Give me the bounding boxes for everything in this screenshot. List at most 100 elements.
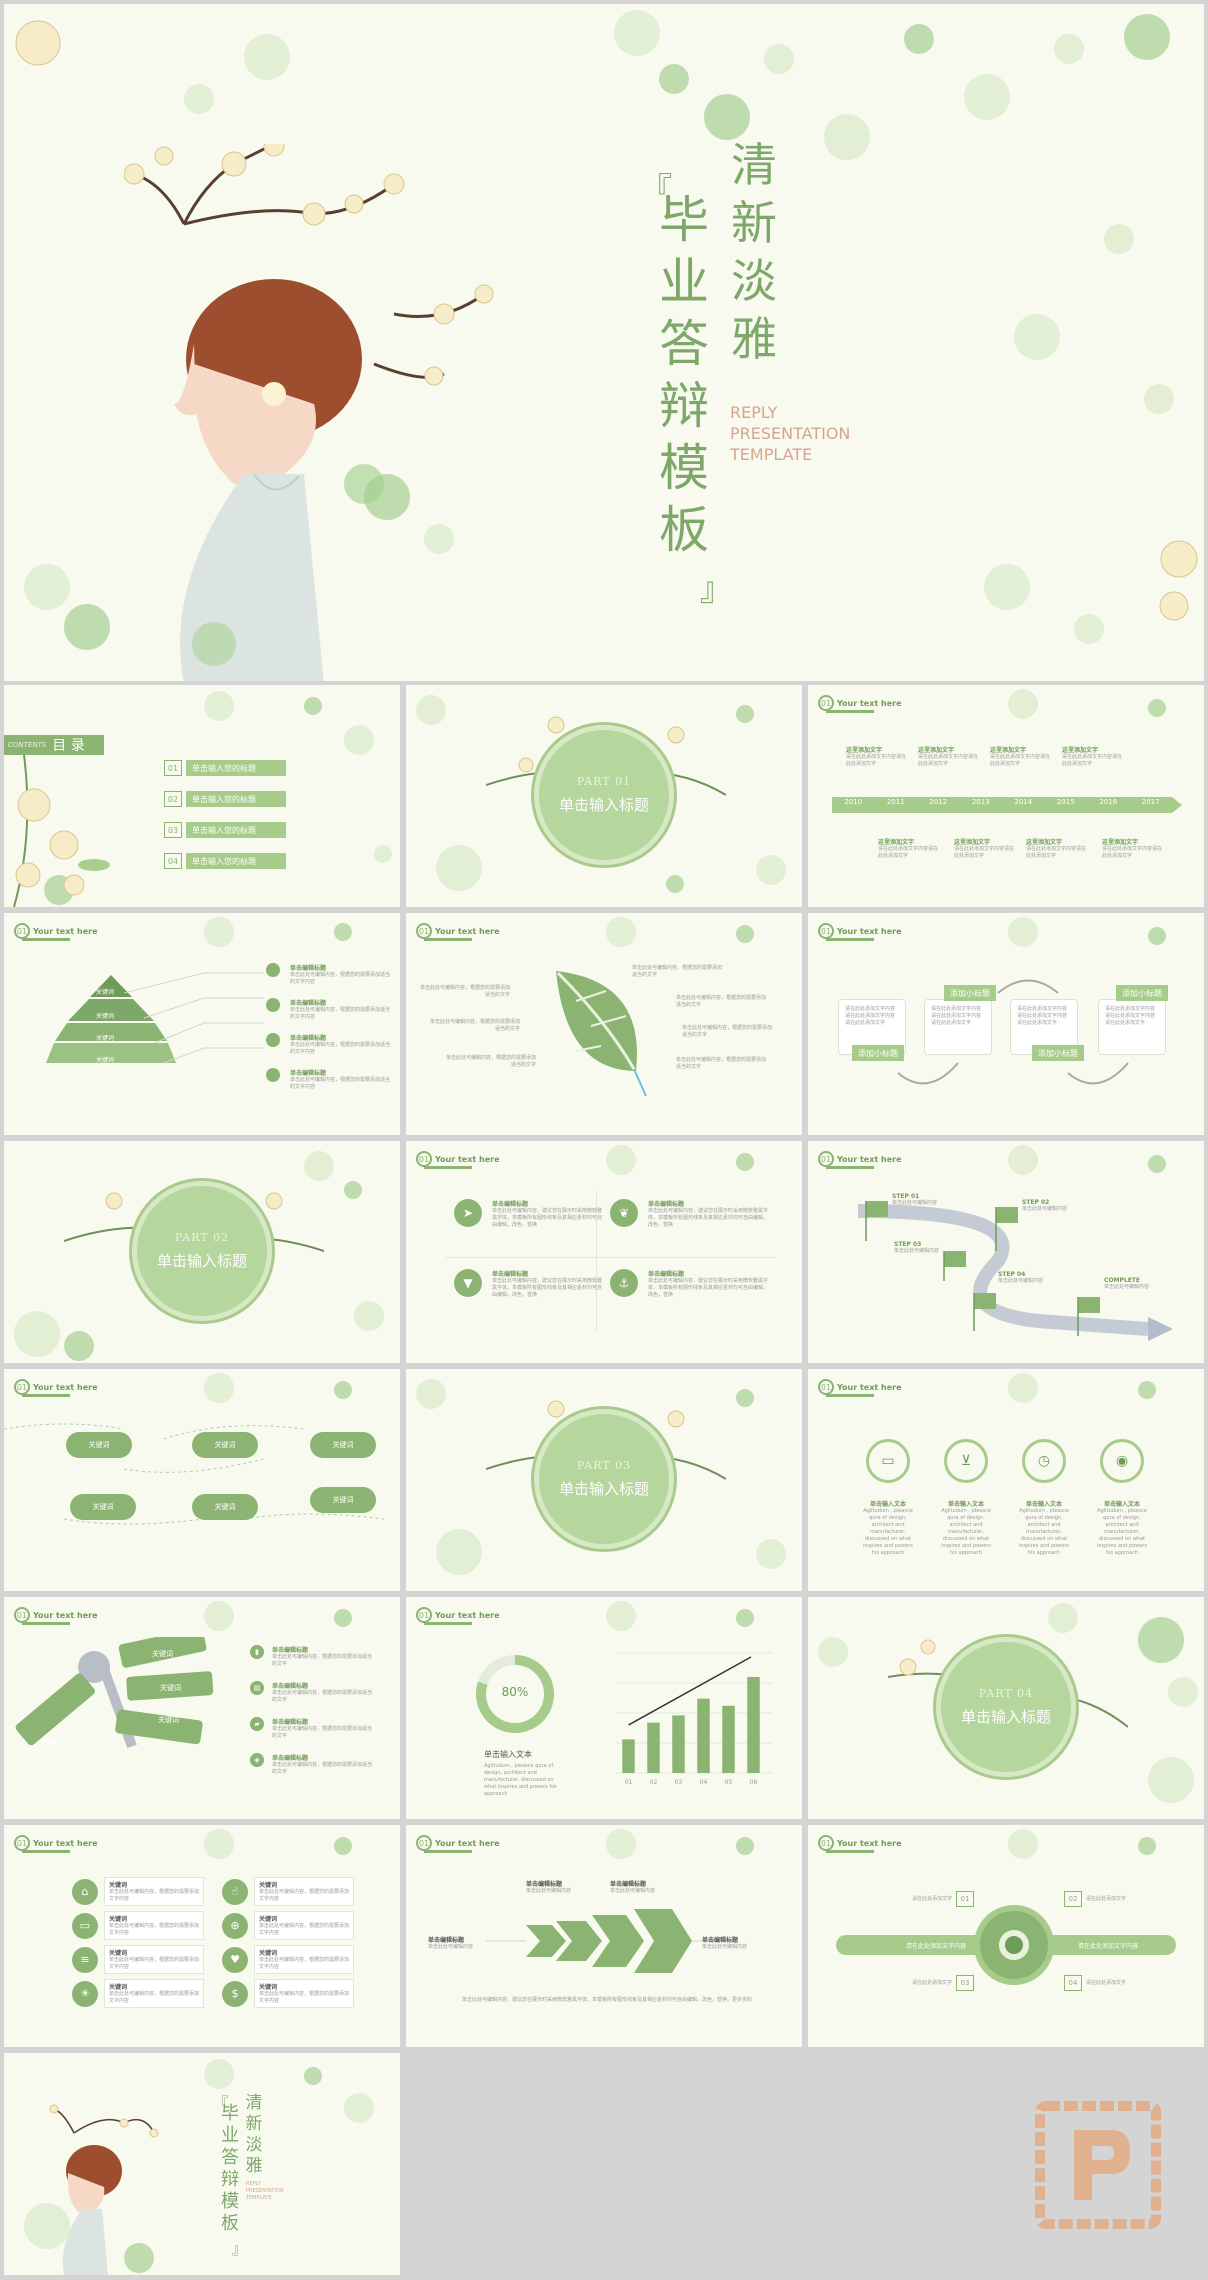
year-label: 2016 <box>1099 798 1118 806</box>
flow-box: 请在此处添加文字内容请在此处添加文字内容请在此处添加文字 <box>924 999 992 1055</box>
toc-item[interactable]: 02 单击输入您的标题 <box>164 791 286 807</box>
year-label: 2010 <box>844 798 863 806</box>
bar <box>747 1677 760 1773</box>
timeline-note: 这里添加文字 请在此处添加文字内容请在此处添加文字 <box>846 747 907 767</box>
part-title[interactable]: 单击输入标题 <box>558 1480 649 1498</box>
step-label: STEP 03 单击此处可编辑内容 <box>894 1241 940 1254</box>
english-line: TEMPLATE <box>730 445 813 464</box>
arrows-slide[interactable]: 01 Your text here 单击编辑标题 单击此处可编辑内容 单击编辑标题单… <box>406 1825 802 2047</box>
iconlist-item: $ 关键词 单击此处可编辑内容，根据您的需要添加文字内容 <box>222 1979 354 2008</box>
year-label: 2015 <box>1056 798 1075 806</box>
cloud-keyword: 关键词 <box>310 1432 376 1458</box>
slide-header: 01 Your text here <box>416 1151 500 1169</box>
toc-item[interactable]: 01 单击输入您的标题 <box>164 760 286 776</box>
part-title[interactable]: 单击输入标题 <box>156 1252 247 1270</box>
english-line: REPLY <box>730 403 778 422</box>
iconlist-slide[interactable]: 01 Your text here ⌂ 关键词 单击此处可编辑内容，根据您的需要添加… <box>4 1825 400 2047</box>
end-title: 毕 业 答 辩 模 板 <box>221 2103 239 2234</box>
x-tick-label: 06 <box>750 1779 758 1786</box>
pyramid-item: 单击编辑标题 单击此处可编辑内容，根据您的需要添加适当的文字内容 <box>266 1068 390 1091</box>
keys-slide[interactable]: 01 Your text here 关键词 关键词 关键词 关键词 ▮ 单击编辑标… <box>4 1597 400 1819</box>
dashed-flight-paths <box>4 1423 385 1525</box>
leaf-note: 单击此处可编辑内容，根据您的需要添加适当的文字 <box>446 1055 537 1068</box>
hub-bar-left: 请在此处添加文字内容 <box>906 1943 967 1950</box>
cover-main-title: 毕 业 答 辩 模 板 <box>654 189 714 561</box>
quad-item: ⚓ 单击编辑标题 单击此处可编辑内容，建议您在展示时采用微软雅黑字体，本模板所有图… <box>610 1269 768 1299</box>
part02-slide[interactable]: PART 02 单击输入标题 <box>4 1141 400 1363</box>
slide-header: 01 Your text here <box>416 1835 500 1853</box>
toc-side-word: CONTENTS <box>8 741 47 749</box>
stats-icon: ≡ <box>72 1946 98 1973</box>
toc-item-num: 03 <box>164 822 182 838</box>
timeline-slide[interactable]: 01 Your text here 2010 2011 2012 2013 201… <box>808 685 1204 907</box>
cloud-keyword: 关键词 <box>310 1487 376 1513</box>
iconlist-item: ♥ 关键词 单击此处可编辑内容，根据您的需要添加文字内容 <box>222 1945 354 1974</box>
quad-slide[interactable]: 01 Your text here ➤ 单击编辑标题 单击此处可编辑内容，建议您在展… <box>406 1141 802 1363</box>
part-number: PART 02 <box>174 1231 230 1244</box>
cloud-keyword: 关键词 <box>66 1432 132 1458</box>
cover-subtitle-char: 淡 <box>731 254 777 308</box>
donut-chart <box>476 1655 554 1733</box>
icons-slide[interactable]: 01 Your text here ▭ 单击输入文本 Aglitudum , pl… <box>808 1369 1204 1591</box>
woman-illustration <box>124 144 494 681</box>
folder-icon: ▰ <box>250 1717 264 1731</box>
timeline-note: 这里添加文字 请在此处添加文字内容请在此处添加文字 <box>990 747 1051 767</box>
cover-title-char: 毕 <box>659 191 709 249</box>
key-item: ▰ 单击编辑标题 单击此处可编辑内容，根据您的需要添加适当的文字 <box>250 1717 372 1740</box>
part01-slide[interactable]: PART 01 单击输入标题 <box>406 685 802 907</box>
flow-label: 添加小标题 <box>1116 985 1168 1001</box>
hub-slide[interactable]: 01 Your text here 请在此处添加文字内容 请在此处添加文字内容 请… <box>808 1825 1204 2047</box>
iconlist-item: ☝ 关键词 单击此处可编辑内容，根据您的需要添加文字内容 <box>222 1877 354 1906</box>
toc-slide[interactable]: CONTENTS 目 录 01 单击输入您的标题 02 单击输入您的标题 03 … <box>4 685 400 907</box>
dollar-icon: $ <box>222 1980 248 2007</box>
step-label: COMPLETE 单击此处可编辑内容 <box>1104 1277 1150 1290</box>
part-title[interactable]: 单击输入标题 <box>960 1708 1051 1726</box>
slide-header: 01 Your text here <box>14 1835 98 1853</box>
part-title[interactable]: 单击输入标题 <box>558 796 649 814</box>
timeline-note: 这里添加文字 请在此处添加文字内容请在此处添加文字 <box>1102 839 1163 859</box>
cover-title-char: 答 <box>659 315 709 373</box>
toc-item[interactable]: 04 单击输入您的标题 <box>164 853 286 869</box>
toc-item[interactable]: 03 单击输入您的标题 <box>164 822 286 838</box>
part-number: PART 03 <box>576 1459 632 1472</box>
leaf-slide[interactable]: 01 Your text here 单击此处可编辑内容，根据您的需要添加适当的文字… <box>406 913 802 1135</box>
cover-slide[interactable]: 『 毕 业 答 辩 模 板 』 清 新 淡 雅 REPLY PRESENTATI… <box>4 4 1204 681</box>
pyramid-slide[interactable]: 01 Your text here 关键词 关键词 关键词 关键词 单击编辑标题单… <box>4 913 400 1135</box>
flow-label: 添加小标题 <box>944 985 996 1001</box>
chart-caption-body: Aglitudum , pleasce qura of design, arch… <box>484 1763 557 1797</box>
slide-header: 01 Your text here <box>416 1607 500 1625</box>
hub-node: 04 请在此处添加文字 <box>1064 1975 1140 1991</box>
end-subtitle: 清 新 淡 雅 <box>245 2093 263 2176</box>
part-number: PART 04 <box>978 1687 1034 1700</box>
iconlist-item: ⌂ 关键词 单击此处可编辑内容，根据您的需要添加文字内容 <box>72 1877 204 1906</box>
flow-slide[interactable]: 01 Your text here 请在此处添加文字内容请在此处添加文字内容请在此… <box>808 913 1204 1135</box>
timeline-note: 这里添加文字 请在此处添加文字内容请在此处添加文字 <box>878 839 939 859</box>
arrow-note: 单击编辑标题 单击此处可编辑内容 <box>428 1937 474 1950</box>
pyramid-level: 关键词 <box>96 989 115 996</box>
slide-header: 01 Your text here <box>818 1835 902 1853</box>
year-label: 2017 <box>1141 798 1160 806</box>
basket-icon: ◈ <box>250 1753 264 1767</box>
pyramid-level: 关键词 <box>96 1057 115 1064</box>
iconlist-item: ≡ 关键词 单击此处可编辑内容，根据您的需要添加文字内容 <box>72 1945 204 1974</box>
toc-item-num: 04 <box>164 853 182 869</box>
part04-slide[interactable]: PART 04 单击输入标题 <box>808 1597 1204 1819</box>
step-label: STEP 02 单击此处可编辑内容 <box>1022 1199 1068 1212</box>
chart-slide[interactable]: 01 Your text here 80% 单击输入文本 Aglitudum , … <box>406 1597 802 1819</box>
monitor-icon <box>266 998 280 1012</box>
hub-wheel <box>974 1905 1054 1985</box>
watermark-logo <box>1035 2101 1161 2229</box>
clouds-slide[interactable]: 01 Your text here 关键词 关键词 关键词 关键词 关键词 关键词 <box>4 1369 400 1591</box>
woman-illustration <box>49 2104 159 2275</box>
toggle-icon <box>266 1033 280 1047</box>
leaf-note: 单击此处可编辑内容，根据您的需要添加适当的文字 <box>676 1057 767 1070</box>
bank-icon: ⌂ <box>72 1878 98 1905</box>
part03-slide[interactable]: PART 03 单击输入标题 <box>406 1369 802 1591</box>
steps-slide[interactable]: 01 Your text here STEP 01 单击此处可编辑内容 STEP 0… <box>808 1141 1204 1363</box>
key-item: ◈ 单击编辑标题 单击此处可编辑内容，根据您的需要添加适当的文字 <box>250 1753 372 1776</box>
flower-decoration <box>1159 540 1198 621</box>
timeline-note: 这里添加文字 请在此处添加文字内容请在此处添加文字 <box>1062 747 1123 767</box>
leaf-note: 单击此处可编辑内容，根据您的需要添加适当的文字 <box>430 1019 521 1032</box>
end-slide[interactable]: 『 毕 业 答 辩 模 板 』 清 新 淡 雅 REPLY PRESENTATI… <box>4 2053 400 2275</box>
copy-icon <box>266 1068 280 1082</box>
